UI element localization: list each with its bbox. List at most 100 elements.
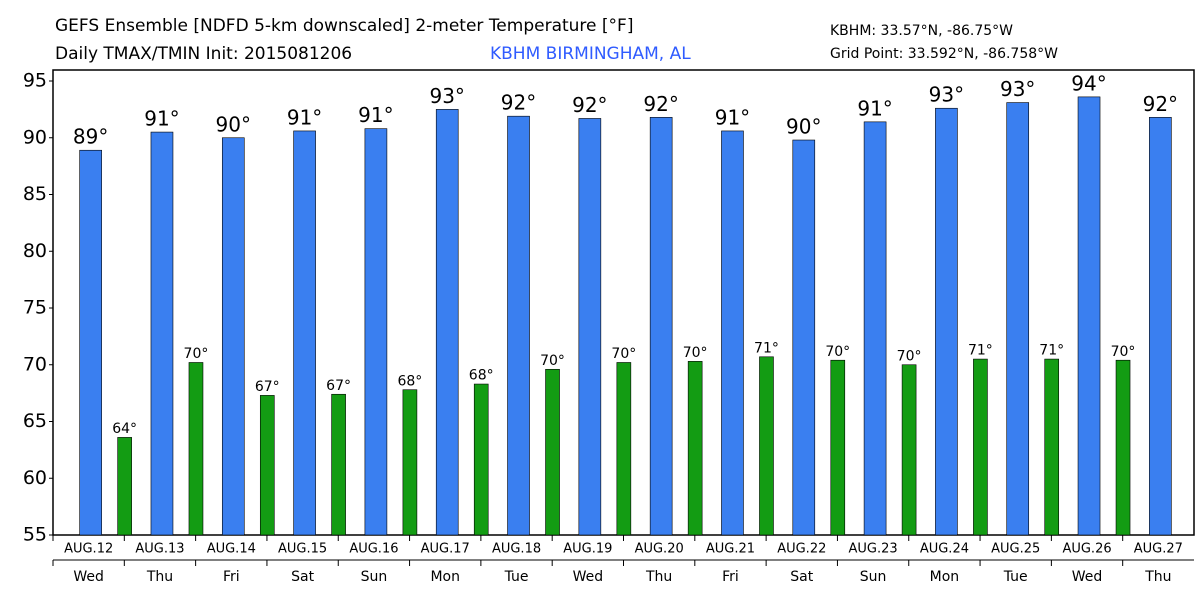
bar	[331, 393, 346, 536]
tmax-label: 89°	[73, 125, 108, 149]
bar	[1149, 117, 1172, 536]
x-tick-label: AUG.17	[421, 542, 470, 557]
chart-subtitle: Daily TMAX/TMIN Init: 2015081206	[55, 44, 352, 64]
x-tick-label: AUG.15	[278, 542, 327, 557]
tmax-label: 91°	[287, 105, 322, 129]
tmax-label: 92°	[1143, 92, 1178, 116]
bar	[473, 383, 489, 536]
tmin-label: 71°	[968, 343, 993, 359]
tmax-label: 94°	[1071, 71, 1106, 95]
tmin-label: 71°	[1039, 343, 1064, 359]
y-tick-label: 80	[23, 240, 47, 262]
tmin-label: 70°	[1111, 344, 1136, 360]
bar	[901, 364, 917, 536]
x-tick-label: AUG.16	[349, 542, 398, 557]
tmax-label: 91°	[144, 107, 179, 131]
x-tick-label: AUG.20	[635, 542, 684, 557]
y-tick-label: 95	[23, 70, 47, 92]
x-tick-label: AUG.24	[920, 542, 969, 557]
bar	[578, 118, 602, 536]
tmin-label: 70°	[540, 353, 565, 369]
tmax-label: 93°	[1000, 77, 1035, 101]
weekday-label: Sat	[790, 569, 813, 585]
weekday-label: Fri	[722, 569, 739, 585]
bar	[545, 368, 560, 536]
bar	[221, 137, 245, 536]
tmin-label: 70°	[184, 346, 209, 362]
bar	[79, 149, 102, 536]
bar	[293, 130, 316, 536]
bar	[150, 131, 174, 536]
weekday-label: Mon	[430, 569, 460, 585]
bar	[507, 115, 530, 536]
tmax-label: 91°	[358, 103, 393, 127]
bar	[259, 395, 275, 536]
y-tick-label: 70	[23, 353, 47, 375]
tmax-label: 93°	[929, 83, 964, 107]
tmin-label: 67°	[255, 379, 280, 395]
x-tick-label: AUG.18	[492, 542, 541, 557]
weekday-label: Tue	[1003, 569, 1028, 585]
location: KBHM BIRMINGHAM, AL	[490, 44, 691, 64]
tmin-label: 68°	[469, 368, 494, 384]
x-tick-label: AUG.25	[991, 542, 1040, 557]
bar	[402, 389, 418, 536]
tmax-label: 92°	[501, 91, 536, 115]
grid-point: Grid Point: 33.592°N, -86.758°W	[830, 46, 1058, 62]
tmin-label: 70°	[825, 344, 850, 360]
x-tick-label: AUG.27	[1134, 542, 1183, 557]
weekday-label: Wed	[73, 569, 104, 585]
tmin-label: 70°	[683, 345, 708, 361]
y-tick-label: 90	[23, 126, 47, 148]
bar	[1115, 359, 1131, 536]
x-tick-label: AUG.22	[777, 542, 826, 557]
bar	[616, 362, 632, 536]
tmax-label: 91°	[857, 96, 892, 120]
x-tick-label: AUG.12	[64, 542, 113, 557]
bar	[935, 107, 958, 536]
weekday-label: Mon	[930, 569, 960, 585]
x-tick-label: AUG.23	[849, 542, 898, 557]
bar	[188, 362, 204, 536]
bar	[759, 356, 774, 536]
weekday-label: Tue	[504, 569, 529, 585]
tmin-label: 70°	[897, 348, 922, 364]
bar	[364, 128, 388, 536]
bar	[792, 139, 816, 536]
chart-title: GEFS Ensemble [NDFD 5-km downscaled] 2-m…	[55, 16, 633, 36]
y-tick-label: 85	[23, 183, 47, 205]
weekday-label: Sun	[361, 569, 388, 585]
weekday-label: Wed	[573, 569, 604, 585]
bar	[649, 117, 673, 536]
y-tick-label: 75	[23, 297, 47, 319]
weekday-label: Thu	[1144, 569, 1171, 585]
weekday-label: Sat	[291, 569, 314, 585]
y-tick-label: 65	[23, 410, 47, 432]
weekday-label: Fri	[223, 569, 240, 585]
bar	[721, 130, 744, 536]
tmax-label: 90°	[216, 112, 251, 136]
bar	[863, 121, 887, 536]
x-tick-label: AUG.19	[563, 542, 612, 557]
weekday-label: Sun	[860, 569, 887, 585]
bar	[1044, 358, 1060, 536]
bar	[973, 358, 988, 536]
tmax-label: 93°	[429, 84, 464, 108]
tmax-label: 92°	[643, 92, 678, 116]
weekday-label: Wed	[1072, 569, 1103, 585]
tmax-label: 90°	[786, 115, 821, 139]
bar	[1077, 96, 1101, 536]
x-tick-label: AUG.21	[706, 542, 755, 557]
weekday-label: Thu	[645, 569, 672, 585]
tmin-label: 64°	[112, 421, 137, 437]
x-tick-label: AUG.14	[207, 542, 256, 557]
tmin-label: 71°	[754, 340, 779, 356]
tmax-label: 92°	[572, 93, 607, 117]
bar	[687, 361, 703, 536]
bar	[435, 109, 459, 536]
y-tick-label: 60	[23, 467, 47, 489]
x-tick-label: AUG.26	[1062, 542, 1111, 557]
tmin-label: 68°	[397, 373, 422, 389]
station: KBHM: 33.57°N, -86.75°W	[830, 23, 1013, 39]
